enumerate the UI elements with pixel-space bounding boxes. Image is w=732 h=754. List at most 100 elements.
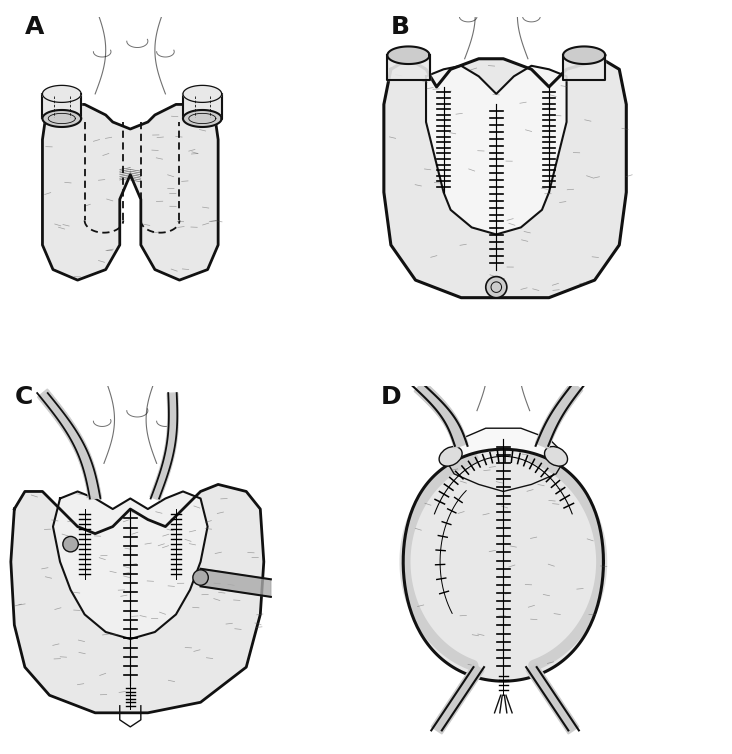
Polygon shape [449, 429, 463, 435]
Polygon shape [201, 569, 271, 597]
Polygon shape [70, 434, 81, 443]
Polygon shape [461, 681, 473, 689]
Polygon shape [560, 714, 571, 722]
Polygon shape [165, 449, 175, 453]
Polygon shape [443, 709, 454, 717]
Polygon shape [158, 472, 169, 477]
Polygon shape [86, 481, 99, 486]
Polygon shape [167, 434, 177, 437]
Polygon shape [569, 385, 580, 394]
Polygon shape [168, 397, 178, 399]
Polygon shape [452, 694, 464, 702]
Polygon shape [556, 707, 567, 716]
Polygon shape [454, 442, 468, 447]
Polygon shape [444, 706, 455, 715]
Polygon shape [162, 461, 172, 466]
Polygon shape [536, 679, 548, 687]
Polygon shape [78, 455, 91, 461]
Polygon shape [42, 94, 81, 118]
Polygon shape [168, 407, 179, 409]
Polygon shape [42, 394, 53, 404]
Polygon shape [87, 489, 100, 492]
Polygon shape [453, 440, 467, 445]
Polygon shape [448, 425, 461, 433]
Polygon shape [421, 387, 431, 398]
Circle shape [63, 536, 78, 552]
Polygon shape [67, 431, 79, 439]
Polygon shape [414, 381, 425, 392]
Polygon shape [438, 407, 450, 417]
Polygon shape [435, 403, 447, 413]
Polygon shape [447, 702, 458, 710]
Polygon shape [555, 403, 567, 412]
Polygon shape [49, 403, 60, 413]
Polygon shape [545, 419, 559, 427]
Polygon shape [168, 418, 179, 420]
Polygon shape [563, 47, 605, 64]
Polygon shape [438, 716, 449, 725]
Polygon shape [42, 110, 81, 127]
Polygon shape [437, 717, 448, 725]
Polygon shape [48, 402, 59, 411]
Polygon shape [447, 703, 458, 711]
Polygon shape [63, 424, 75, 432]
Ellipse shape [545, 446, 567, 466]
Polygon shape [542, 687, 553, 695]
Polygon shape [165, 443, 176, 446]
Polygon shape [168, 406, 179, 407]
Polygon shape [570, 383, 582, 392]
Polygon shape [444, 415, 456, 425]
Polygon shape [542, 688, 554, 697]
Polygon shape [535, 442, 549, 449]
Polygon shape [561, 394, 574, 403]
Polygon shape [535, 676, 546, 685]
Polygon shape [556, 401, 569, 410]
Polygon shape [471, 667, 482, 675]
Polygon shape [167, 435, 177, 438]
Polygon shape [559, 398, 571, 407]
Polygon shape [561, 715, 572, 723]
Polygon shape [166, 439, 177, 442]
Polygon shape [161, 463, 171, 467]
Polygon shape [73, 442, 86, 449]
Polygon shape [443, 415, 455, 423]
Polygon shape [540, 685, 552, 693]
Polygon shape [538, 436, 551, 443]
Polygon shape [45, 398, 56, 408]
Polygon shape [533, 673, 544, 682]
Polygon shape [548, 696, 559, 704]
Polygon shape [387, 55, 430, 80]
Polygon shape [543, 425, 556, 431]
Polygon shape [387, 47, 430, 64]
Polygon shape [542, 425, 556, 433]
Polygon shape [157, 477, 167, 483]
Ellipse shape [439, 446, 462, 466]
Polygon shape [89, 495, 101, 500]
Polygon shape [454, 691, 466, 700]
Polygon shape [168, 400, 178, 402]
Polygon shape [449, 699, 460, 707]
Polygon shape [62, 421, 74, 431]
Polygon shape [471, 666, 482, 674]
Polygon shape [86, 480, 98, 484]
Polygon shape [436, 719, 447, 728]
Polygon shape [537, 440, 550, 446]
Polygon shape [452, 437, 466, 443]
Polygon shape [559, 713, 570, 721]
Polygon shape [166, 440, 176, 444]
Polygon shape [452, 694, 463, 703]
Polygon shape [566, 722, 577, 731]
Polygon shape [455, 691, 466, 698]
Polygon shape [559, 397, 572, 406]
Polygon shape [67, 429, 78, 437]
Polygon shape [57, 415, 69, 424]
Polygon shape [529, 667, 539, 675]
Text: A: A [25, 15, 44, 39]
Polygon shape [436, 404, 447, 414]
Polygon shape [441, 410, 452, 419]
Polygon shape [545, 693, 557, 700]
Polygon shape [43, 397, 55, 406]
Polygon shape [439, 714, 450, 722]
Polygon shape [451, 432, 464, 438]
Polygon shape [438, 406, 449, 415]
